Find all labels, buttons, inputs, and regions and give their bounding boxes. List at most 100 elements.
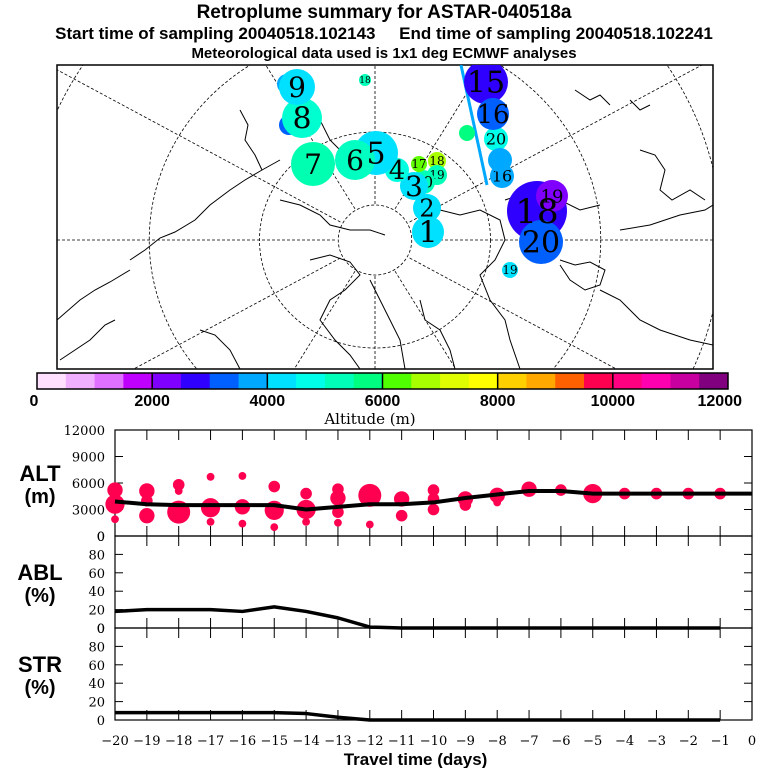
y-tick-label: 3000 bbox=[72, 504, 105, 519]
y-tick-label: 20 bbox=[88, 604, 105, 619]
coastline bbox=[619, 204, 713, 231]
colorbar-swatch bbox=[497, 373, 527, 389]
cluster-label-day-19: 19 bbox=[541, 186, 564, 207]
cluster-marker bbox=[484, 127, 508, 151]
colorbar-swatch bbox=[267, 373, 297, 389]
x-tick-label: −17 bbox=[197, 734, 224, 749]
x-tick-label: −10 bbox=[420, 734, 447, 749]
y-tick-label: 0 bbox=[97, 530, 105, 545]
data-point bbox=[493, 498, 502, 507]
data-point bbox=[238, 472, 247, 480]
x-axis-label: Travel time (days) bbox=[344, 750, 488, 768]
x-tick-label: −15 bbox=[261, 734, 288, 749]
data-point bbox=[365, 520, 374, 529]
panel-frame bbox=[114, 535, 753, 629]
cluster-marker-day-6 bbox=[335, 140, 375, 180]
y-tick-label: 6000 bbox=[72, 477, 105, 492]
x-tick-label: −20 bbox=[101, 734, 128, 749]
coastline bbox=[639, 149, 706, 201]
colorbar-swatch bbox=[65, 373, 96, 389]
colorbar-swatch bbox=[353, 373, 383, 389]
cluster-label-day-4: 4 bbox=[389, 156, 406, 186]
cluster-label-day-5: 5 bbox=[366, 137, 385, 172]
coastline bbox=[559, 259, 606, 291]
panel-frame bbox=[114, 627, 753, 721]
cluster-marker bbox=[502, 262, 518, 278]
data-point bbox=[107, 482, 123, 498]
cluster-label-day-7: 7 bbox=[304, 148, 322, 181]
x-tick-label: −12 bbox=[356, 734, 383, 749]
y-axis-label: ALT bbox=[19, 461, 61, 486]
data-point bbox=[270, 523, 279, 532]
y-tick-label: 40 bbox=[88, 585, 105, 600]
y-tick-label: 60 bbox=[88, 659, 105, 674]
coastline bbox=[57, 269, 131, 321]
colorbar-tick-label: 0 bbox=[30, 393, 39, 410]
cluster-label-day-1: 1 bbox=[418, 216, 437, 251]
y-tick-label: 60 bbox=[88, 567, 105, 582]
colorbar-swatch bbox=[440, 373, 470, 389]
colorbar-swatch bbox=[238, 373, 268, 389]
panel-abl: 0 20 40 60 80 0 ABL(%) bbox=[17, 530, 753, 637]
colorbar-swatch bbox=[670, 373, 700, 389]
colorbar-label: Altitude (m) bbox=[323, 410, 415, 428]
data-point bbox=[238, 519, 247, 528]
y-tick-label: 12000 bbox=[64, 424, 105, 439]
cluster-marker-day-3 bbox=[400, 172, 428, 200]
cluster-label-day-8: 8 bbox=[292, 102, 311, 137]
panel-alt: 0 3000 6000 9000 12000 ALT(m) bbox=[19, 424, 753, 545]
y-tick-label: 40 bbox=[88, 677, 105, 692]
series-line bbox=[114, 488, 752, 512]
cluster-label-day-17: 17 bbox=[411, 157, 426, 171]
met-data-line: Meteorological data used is 1x1 deg ECMW… bbox=[191, 45, 577, 62]
x-tick-label: −7 bbox=[519, 734, 538, 749]
cluster-marker-day-1 bbox=[412, 216, 444, 248]
colorbar-swatch bbox=[468, 373, 499, 389]
coastline bbox=[239, 109, 263, 171]
y-tick-label: 0 bbox=[97, 714, 105, 729]
cluster-label: 20 bbox=[486, 130, 506, 149]
colorbar-swatch bbox=[123, 373, 153, 389]
coastline bbox=[129, 159, 281, 261]
data-point bbox=[105, 494, 125, 514]
y-tick-label: 80 bbox=[88, 548, 105, 563]
cluster-label-day-2: 2 bbox=[419, 194, 434, 222]
colorbar-swatch bbox=[382, 373, 412, 389]
latitude-circle bbox=[337, 204, 413, 276]
cluster-label-day-3: 3 bbox=[405, 170, 423, 203]
coastline bbox=[369, 279, 406, 369]
colorbar-swatch bbox=[641, 373, 671, 389]
map-frame bbox=[56, 64, 714, 370]
y-tick-label: 0 bbox=[97, 622, 105, 637]
data-point bbox=[334, 518, 342, 527]
x-tick-label: −6 bbox=[551, 734, 570, 749]
cluster-marker bbox=[488, 148, 512, 172]
x-tick-label: −19 bbox=[133, 734, 160, 749]
colorbar-tick-label: 12000 bbox=[698, 393, 743, 410]
colorbar-swatch bbox=[555, 373, 585, 389]
data-point bbox=[139, 507, 155, 524]
cluster-marker-day-15 bbox=[464, 65, 508, 104]
x-tick-label: −11 bbox=[388, 734, 415, 749]
colorbar-swatch bbox=[584, 373, 614, 389]
coastline bbox=[574, 89, 611, 106]
colorbar-swatch bbox=[612, 373, 643, 389]
colorbar-tick-label: 10000 bbox=[591, 393, 636, 410]
cluster-marker-day-2 bbox=[413, 194, 441, 222]
data-point bbox=[302, 517, 310, 526]
y-axis-unit: (m) bbox=[24, 486, 55, 508]
cluster-label-day-9: 9 bbox=[288, 71, 306, 104]
cluster-marker bbox=[428, 152, 446, 170]
y-tick-label-top: 0 bbox=[97, 530, 105, 545]
data-point bbox=[206, 472, 215, 481]
colorbar-swatch bbox=[37, 373, 67, 389]
y-tick-label-top: 0 bbox=[97, 622, 105, 637]
coastline bbox=[199, 329, 241, 369]
cluster-label: 18 bbox=[359, 76, 371, 86]
x-tick-label: −5 bbox=[583, 734, 602, 749]
x-tick-label: −2 bbox=[679, 734, 698, 749]
cluster-label: 18 bbox=[429, 154, 444, 168]
colorbar-swatch bbox=[152, 373, 182, 389]
y-axis-unit: (%) bbox=[24, 585, 55, 607]
